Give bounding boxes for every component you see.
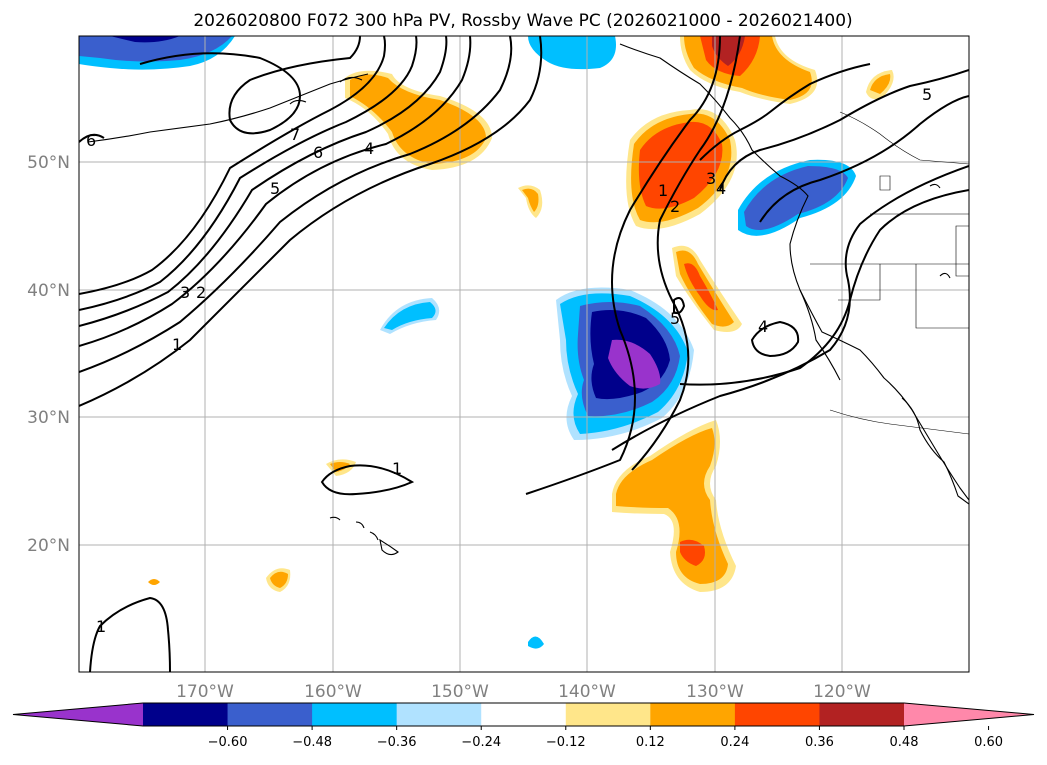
lat-label-30n: 30°N — [27, 408, 70, 428]
colorbar-bin — [227, 703, 313, 726]
colorbar-bin — [819, 703, 905, 726]
graticule — [79, 36, 969, 672]
borders — [810, 111, 969, 435]
lon-label-170w: 170°W — [176, 682, 234, 702]
lat-label-50n: 50°N — [27, 153, 70, 173]
contour-label: 6 — [313, 143, 323, 162]
colorbar-tick-label: −0.36 — [377, 735, 417, 750]
lon-label-130w: 130°W — [686, 682, 744, 702]
latitude-labels: 50°N 40°N 30°N 20°N — [27, 153, 70, 556]
colorbar-bin — [565, 703, 651, 726]
colorbar-outline — [12, 702, 1035, 727]
contour-label: 2 — [196, 283, 206, 302]
contour-label: 1 — [658, 181, 668, 200]
contour-label: 3 — [706, 169, 716, 188]
colorbar: −0.60 −0.48 −0.36 −0.24 −0.12 0.12 0.24 0.36 0.4… — [12, 702, 1035, 750]
lat-label-20n: 20°N — [27, 536, 70, 556]
colorbar-tick-label: 0.48 — [890, 735, 919, 750]
contour-label: 1 — [392, 459, 402, 478]
colorbar-bin — [396, 703, 482, 726]
contour-label: 4 — [716, 179, 726, 198]
colorbar-bin — [312, 703, 398, 726]
colorbar-tick-label: 0.12 — [636, 735, 665, 750]
contour-label: 7 — [290, 125, 300, 144]
map-title: 2026020800 F072 300 hPa PV, Rossby Wave … — [193, 11, 852, 31]
map-frame — [78, 35, 970, 673]
colorbar-tick-label: −0.24 — [461, 735, 501, 750]
contour-label: 4 — [758, 317, 768, 336]
colorbar-bin — [481, 703, 567, 726]
colorbar-tick-label: 0.36 — [805, 735, 834, 750]
longitude-labels: 170°W 160°W 150°W 140°W 130°W 120°W — [176, 682, 871, 702]
lon-label-160w: 160°W — [304, 682, 362, 702]
negative-anomaly-top-center — [528, 36, 616, 70]
coastlines — [87, 43, 969, 556]
lon-label-150w: 150°W — [431, 682, 489, 702]
contour-label: 6 — [86, 131, 96, 150]
contours — [79, 36, 969, 672]
colorbar-bin — [143, 703, 229, 726]
colorbar-extend-low — [13, 703, 143, 726]
lon-label-120w: 120°W — [813, 682, 871, 702]
contour-label: 5 — [670, 309, 680, 328]
colorbar-tick-label: −0.12 — [546, 735, 586, 750]
colorbar-tick-label: 0.24 — [720, 735, 749, 750]
lon-label-140w: 140°W — [558, 682, 616, 702]
contour-labels: 6 7 6 4 5 3 2 1 1 2 3 4 5 4 1 1 5 — [86, 85, 932, 636]
map-panel: 6 7 6 4 5 3 2 1 1 2 3 4 5 4 1 1 5 — [79, 36, 969, 672]
contour-label: 1 — [96, 617, 106, 636]
contour-label: 3 — [180, 283, 190, 302]
contour-label: 5 — [922, 85, 932, 104]
contour-label: 2 — [670, 197, 680, 216]
lat-label-40n: 40°N — [27, 281, 70, 301]
colorbar-bin — [734, 703, 820, 726]
colorbar-bin — [650, 703, 736, 726]
contour-label: 4 — [364, 139, 374, 158]
contour-label: 5 — [270, 179, 280, 198]
colorbar-tick-label: 0.60 — [974, 735, 1003, 750]
colorbar-extend-high — [904, 703, 1034, 726]
contour-label: 1 — [172, 335, 182, 354]
colorbar-tick-label: −0.60 — [208, 735, 248, 750]
colorbar-tick-label: −0.48 — [292, 735, 332, 750]
